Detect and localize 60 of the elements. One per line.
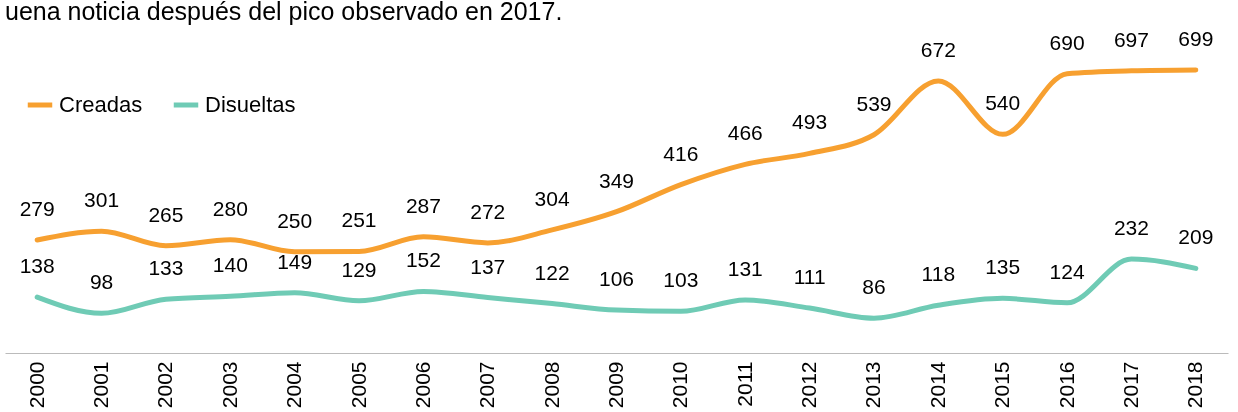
x-tick-label: 2006: [410, 361, 434, 409]
data-label: 118: [921, 262, 956, 286]
chart-title: uena noticia después del pico observado en 2017.: [5, 0, 563, 25]
data-label: 209: [1178, 225, 1214, 249]
data-label: 250: [277, 208, 313, 232]
data-label: 699: [1178, 27, 1214, 50]
x-tick-label: 2018: [1183, 361, 1207, 409]
x-tick-label: 2012: [797, 361, 821, 409]
data-label: 124: [1049, 259, 1085, 283]
x-tick-label: 2000: [24, 361, 48, 409]
data-label: 265: [148, 202, 184, 226]
data-label: 697: [1113, 27, 1149, 51]
data-label: 232: [1113, 216, 1149, 240]
x-tick-label: 2015: [990, 361, 1014, 409]
data-label: 279: [19, 197, 55, 221]
x-tick-label: 2003: [217, 361, 241, 409]
data-label: 103: [663, 268, 699, 292]
data-label: 111: [793, 265, 826, 289]
data-label: 122: [534, 260, 570, 284]
x-tick-label: 2007: [475, 361, 499, 409]
x-tick-label: 2004: [282, 361, 306, 409]
data-label: 301: [84, 188, 120, 212]
data-label: 140: [212, 253, 248, 277]
x-tick-label: 2009: [604, 361, 627, 409]
data-label: 129: [341, 257, 377, 281]
data-label: 539: [856, 91, 892, 115]
data-label: 152: [405, 248, 441, 272]
x-tick-label: 2005: [346, 361, 370, 409]
data-label: 493: [792, 110, 828, 134]
data-label: 251: [341, 208, 377, 232]
data-label: 416: [663, 141, 699, 165]
legend-label: Creadas: [59, 92, 143, 117]
data-label: 540: [985, 91, 1021, 115]
data-label: 137: [470, 254, 506, 278]
data-label: 280: [212, 196, 248, 220]
data-label: 349: [598, 168, 635, 192]
data-label: 272: [470, 199, 506, 223]
data-label: 466: [727, 121, 763, 145]
data-label: 287: [405, 193, 441, 217]
data-label: 304: [534, 186, 570, 210]
legend-label: Disueltas: [205, 92, 296, 117]
data-label: 133: [148, 256, 184, 280]
x-tick-label: 2001: [89, 361, 113, 409]
x-tick-label: 2008: [539, 361, 563, 409]
x-tick-label: 2011: [732, 361, 756, 407]
x-tick-label: 2002: [153, 361, 177, 409]
x-tick-label: 2016: [1054, 361, 1078, 409]
data-label: 672: [920, 37, 956, 61]
data-label: 135: [985, 255, 1021, 279]
x-tick-label: 2010: [668, 361, 692, 409]
data-label: 98: [89, 270, 114, 294]
data-label: 131: [727, 256, 763, 280]
data-label: 106: [598, 267, 635, 291]
x-tick-label: 2017: [1118, 361, 1142, 409]
data-label: 138: [19, 254, 55, 278]
x-tick-label: 2013: [861, 361, 885, 409]
data-label: 86: [862, 275, 886, 299]
data-label: 690: [1049, 30, 1085, 54]
x-tick-label: 2014: [925, 361, 949, 409]
data-label: 149: [277, 249, 313, 273]
